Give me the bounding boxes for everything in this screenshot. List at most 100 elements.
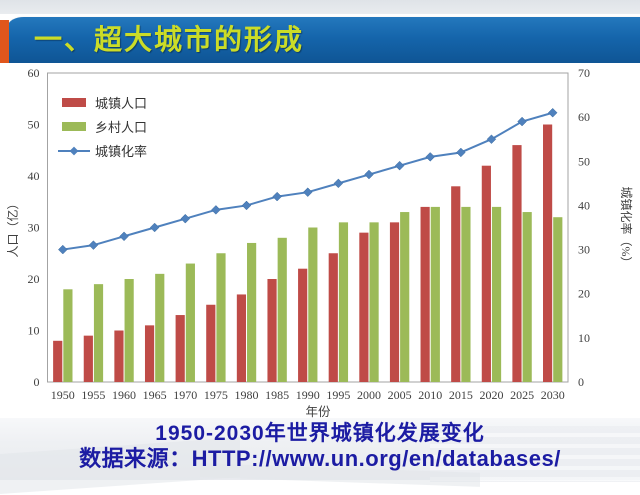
x-axis-tick-1975: 1975	[204, 388, 228, 402]
y-axis-right-tick: 50	[578, 154, 590, 168]
bar-urban-1975	[206, 304, 216, 382]
rate-point-2010	[425, 152, 435, 162]
chart-region: 0 10 20 30 40 50 60 0 10 20 30 40 50 60 70 1950 1955 1960…	[0, 63, 640, 423]
rate-point-1985	[272, 191, 282, 202]
x-axis-tick-1965: 1965	[143, 388, 167, 402]
bar-rural-2030	[553, 217, 563, 382]
y-axis-left-tick: 50	[28, 118, 40, 132]
bar-urban-2030	[543, 124, 553, 382]
bar-rural-1955	[93, 284, 104, 382]
bar-rural-2005	[400, 212, 410, 382]
bar-urban-1990	[298, 268, 308, 382]
caption-source: 数据来源：HTTP://www.un.org/en/databases/	[79, 446, 561, 471]
rate-point-2025	[517, 116, 527, 127]
bar-rural-2020	[491, 206, 502, 382]
x-axis-tick-2010: 2010	[418, 388, 442, 402]
y-axis-left-tick: 30	[28, 221, 40, 235]
bar-rural-2025	[522, 212, 532, 382]
x-axis-tick-2025: 2025	[510, 388, 534, 402]
legend-label-0: 城镇人口	[95, 96, 147, 111]
bar-rural-1985	[277, 237, 287, 382]
rate-point-1950	[58, 244, 68, 255]
chart-caption: 1950-2030年世界城镇化发展变化 数据来源：HTTP://www.un.o…	[0, 421, 640, 472]
bar-rural-1995	[338, 222, 349, 382]
y-axis-right-tick: 0	[578, 375, 584, 389]
rate-point-1975	[211, 205, 221, 215]
page-title: 一、超大城市的形成	[34, 23, 305, 56]
bar-rural-1970	[185, 263, 195, 382]
bar-rural-2015	[461, 206, 471, 382]
legend-marker-2	[69, 146, 79, 156]
rate-point-1960	[119, 231, 129, 242]
y-axis-left-tick: 10	[28, 324, 40, 338]
rate-point-2030	[547, 107, 558, 118]
rate-point-2015	[456, 147, 466, 158]
bar-rural-1960	[124, 279, 134, 382]
x-axis-tick-1990: 1990	[296, 388, 320, 402]
rate-point-1970	[180, 213, 191, 224]
legend-label-1: 乡村人口	[95, 120, 147, 135]
title-bar	[8, 17, 640, 63]
bar-rural-1990	[308, 227, 318, 382]
bar-urban-1950	[53, 340, 63, 382]
x-axis-tick-2000: 2000	[357, 388, 381, 402]
bar-urban-1970	[175, 315, 185, 382]
bar-urban-1980	[236, 294, 247, 382]
rate-point-1955	[88, 240, 99, 250]
bar-rural-2010	[430, 206, 440, 382]
legend-swatch-0	[62, 98, 86, 107]
y-axis-left-tick: 20	[28, 272, 40, 286]
rate-point-1995	[333, 178, 344, 189]
rate-point-2020	[486, 134, 497, 144]
x-axis-tick-1960: 1960	[112, 388, 136, 402]
bar-rural-1965	[155, 273, 165, 382]
y-axis-left-tick: 40	[28, 169, 40, 183]
bar-urban-2025	[512, 145, 522, 382]
bar-urban-2020	[481, 165, 491, 382]
bar-urban-2010	[420, 206, 430, 382]
bar-urban-2015	[451, 186, 461, 382]
y-axis-title-left: 人口（亿）	[5, 197, 20, 257]
bar-urban-1965	[144, 325, 155, 382]
bar-urban-1955	[83, 335, 93, 382]
rate-point-1965	[149, 222, 160, 233]
rate-point-2000	[364, 169, 374, 180]
x-axis-tick-2020: 2020	[479, 388, 503, 402]
rate-point-1990	[302, 187, 313, 197]
y-axis-right-tick: 30	[578, 243, 590, 257]
bar-rural-1980	[247, 242, 257, 382]
x-axis-tick-2005: 2005	[388, 388, 412, 402]
rate-point-1980	[241, 200, 252, 211]
x-axis-tick-1955: 1955	[81, 388, 105, 402]
x-axis-tick-1970: 1970	[173, 388, 197, 402]
bar-urban-1985	[267, 279, 277, 382]
x-axis-tick-2015: 2015	[449, 388, 473, 402]
legend-label-2: 城镇化率	[95, 144, 147, 159]
top-strip	[0, 0, 640, 14]
bar-rural-1975	[216, 253, 226, 382]
bar-urban-1960	[114, 330, 124, 382]
x-axis-tick-1980: 1980	[235, 388, 259, 402]
y-axis-right-tick: 20	[578, 287, 590, 301]
x-axis-tick-1995: 1995	[326, 388, 350, 402]
bar-urban-1995	[328, 253, 338, 382]
x-axis-tick-1950: 1950	[51, 388, 75, 402]
y-axis-right-tick: 70	[578, 66, 590, 80]
y-axis-right-tick: 40	[578, 198, 590, 212]
x-axis-tick-2030: 2030	[541, 388, 565, 402]
y-axis-right-tick: 60	[578, 110, 590, 124]
footer-region: 1950-2030年世界城镇化发展变化 数据来源：HTTP://www.un.o…	[0, 418, 640, 495]
x-axis-tick-1985: 1985	[265, 388, 289, 402]
bar-urban-2000	[359, 232, 369, 382]
bar-rural-1950	[63, 289, 73, 382]
y-axis-left-tick: 0	[34, 375, 40, 389]
y-axis-left-tick: 60	[28, 66, 40, 80]
caption-title: 1950-2030年世界城镇化发展变化	[155, 422, 485, 445]
title-accent-bar	[0, 20, 9, 63]
rate-point-2005	[394, 160, 405, 171]
plot-area	[47, 72, 569, 383]
legend-swatch-1	[62, 122, 86, 131]
x-axis-title: 年份	[305, 405, 331, 419]
